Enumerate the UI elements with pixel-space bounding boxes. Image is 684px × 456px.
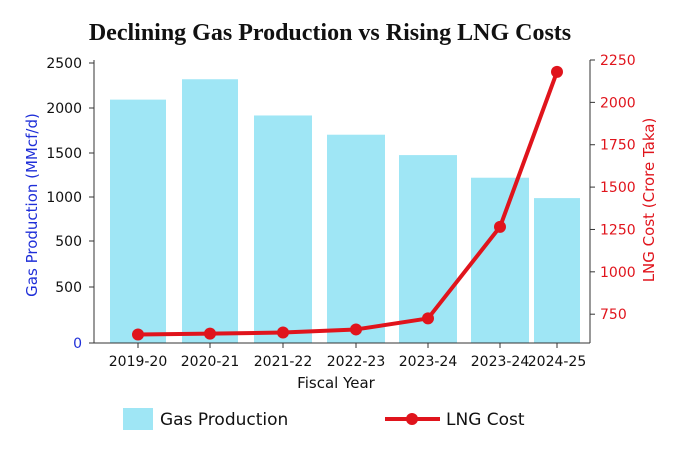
legend-label-lng-cost: LNG Cost xyxy=(446,410,525,430)
point-lng-cost-6 xyxy=(551,65,563,78)
x-axis-label: Fiscal Year xyxy=(297,374,375,392)
point-lng-cost-1 xyxy=(204,327,216,340)
x-tick-label-5: 2023-24 xyxy=(471,354,530,370)
right-tick-label-0: 750 xyxy=(600,307,627,323)
bar-gas-production-4 xyxy=(399,155,457,343)
left-tick-label-3: 1000 xyxy=(46,190,82,206)
x-tick-label-3: 2022-23 xyxy=(327,354,386,370)
right-tick-label-3: 1500 xyxy=(600,180,636,196)
right-tick-label-2: 1250 xyxy=(600,222,636,238)
point-lng-cost-5 xyxy=(494,220,506,233)
x-tick-label-4: 2023-24 xyxy=(399,354,458,370)
right-tick-label-4: 1750 xyxy=(600,138,636,154)
legend: Gas Production LNG Cost xyxy=(123,408,525,430)
left-tick-label-2: 500 xyxy=(55,234,82,250)
x-tick-label-2: 2021-22 xyxy=(254,354,313,370)
right-axis-label: LNG Cost (Crore Taka) xyxy=(640,118,658,283)
point-lng-cost-0 xyxy=(132,328,144,341)
line-series xyxy=(132,65,563,341)
point-lng-cost-4 xyxy=(422,312,434,325)
bar-group xyxy=(110,79,580,344)
chart-title: Declining Gas Production vs Rising LNG C… xyxy=(89,20,571,46)
legend-label-gas-production: Gas Production xyxy=(160,410,288,430)
point-lng-cost-2 xyxy=(277,326,289,339)
legend-swatch-gas-production xyxy=(123,408,153,430)
x-axis-ticks: 2019-20 2020-21 2021-22 2022-23 2023-24 2023-… xyxy=(109,343,587,370)
bar-gas-production-1 xyxy=(182,79,238,343)
bar-gas-production-3 xyxy=(327,134,385,343)
left-tick-label-0: 0 xyxy=(73,336,82,352)
left-tick-label-6: 2500 xyxy=(46,56,82,72)
left-axis-label: Gas Production (MMcf/d) xyxy=(23,113,41,297)
left-tick-label-5: 2000 xyxy=(46,101,82,117)
bar-gas-production-2 xyxy=(254,115,312,343)
left-tick-label-1: 500 xyxy=(55,280,82,296)
bar-gas-production-0 xyxy=(110,99,166,344)
left-tick-label-4: 1500 xyxy=(46,146,82,162)
bar-gas-production-6 xyxy=(534,198,580,343)
right-tick-label-5: 2000 xyxy=(600,95,636,111)
point-lng-cost-3 xyxy=(350,323,362,336)
right-tick-label-6: 2250 xyxy=(600,53,636,69)
right-axis-ticks: 750 1000 1250 1500 1750 2000 2250 xyxy=(590,53,636,323)
x-tick-label-6: 2024-25 xyxy=(528,354,587,370)
x-tick-label-0: 2019-20 xyxy=(109,354,168,370)
x-tick-label-1: 2020-21 xyxy=(181,354,240,370)
left-axis-ticks: 0 500 500 1000 1500 2000 2500 xyxy=(46,56,94,352)
bar-gas-production-5 xyxy=(471,177,529,343)
legend-marker-lng-cost xyxy=(406,413,418,425)
right-tick-label-1: 1000 xyxy=(600,265,636,281)
